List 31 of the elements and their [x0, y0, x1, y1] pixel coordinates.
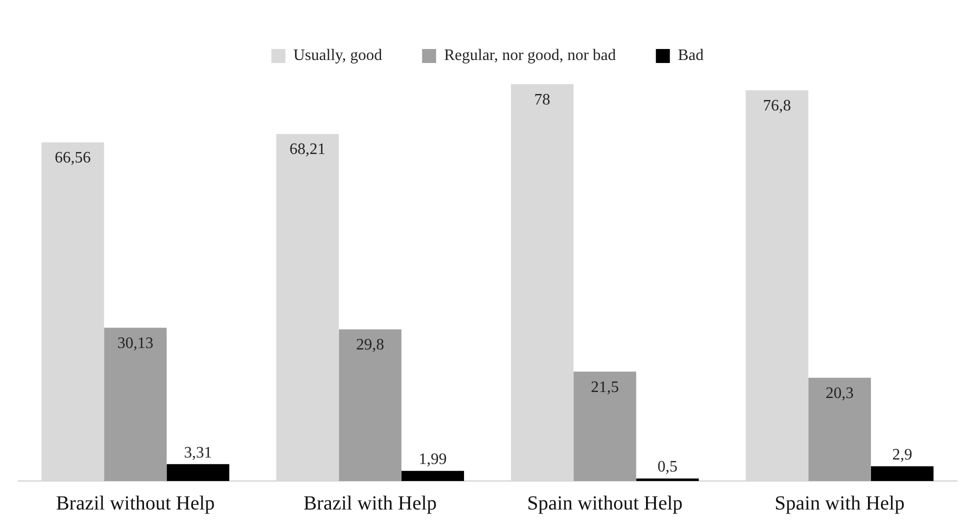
data-label: 29,8	[356, 336, 384, 354]
data-label: 76,8	[763, 97, 792, 114]
legend-label: Regular, nor good, nor bad	[444, 47, 616, 64]
x-tick-label: Brazil with Help	[303, 492, 437, 514]
bar	[41, 142, 104, 481]
data-label: 21,5	[590, 378, 619, 396]
data-label: 0,5	[657, 458, 678, 476]
bar	[104, 328, 167, 481]
bar	[870, 466, 934, 481]
bar	[510, 84, 574, 481]
bar	[746, 90, 808, 481]
x-tick-label: Spain with Help	[774, 492, 905, 514]
bar	[338, 329, 402, 481]
legend-label: Usually, good	[293, 47, 382, 64]
bar	[574, 372, 636, 481]
data-label: 68,21	[290, 141, 326, 158]
bar	[808, 378, 871, 481]
data-label: 3,31	[184, 444, 212, 462]
data-label: 20,3	[826, 384, 854, 402]
data-label: 2,9	[892, 446, 912, 464]
bar	[166, 464, 230, 481]
data-label: 78	[534, 91, 550, 108]
x-tick-label: Brazil without Help	[56, 492, 215, 514]
bar	[401, 470, 464, 481]
legend-label: Bad	[678, 47, 704, 64]
data-label: 30,13	[117, 334, 154, 352]
x-tick-label: Spain without Help	[527, 492, 683, 514]
bar	[636, 478, 699, 481]
bar	[276, 134, 339, 481]
data-label: 66,56	[54, 150, 91, 167]
data-label: 1,99	[418, 451, 447, 468]
